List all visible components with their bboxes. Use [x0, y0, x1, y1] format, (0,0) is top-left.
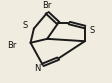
Text: S: S: [90, 26, 95, 35]
Text: N: N: [34, 64, 40, 73]
Text: Br: Br: [42, 1, 52, 10]
Text: Br: Br: [7, 41, 16, 50]
Text: S: S: [22, 21, 28, 30]
